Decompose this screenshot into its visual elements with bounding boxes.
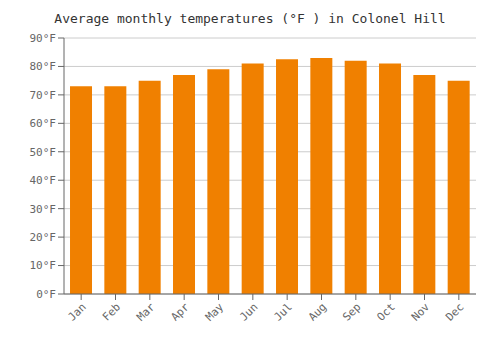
svg-text:70°F: 70°F <box>30 89 57 102</box>
svg-text:Mar: Mar <box>134 300 158 324</box>
svg-text:Nov: Nov <box>409 300 433 324</box>
svg-text:0°F: 0°F <box>36 288 56 301</box>
svg-text:Feb: Feb <box>100 300 123 323</box>
svg-text:Aug: Aug <box>306 300 329 323</box>
svg-text:20°F: 20°F <box>30 231 57 244</box>
svg-text:Jun: Jun <box>237 300 260 323</box>
svg-text:30°F: 30°F <box>30 203 57 216</box>
svg-text:80°F: 80°F <box>30 60 57 73</box>
svg-text:Oct: Oct <box>375 300 398 323</box>
svg-text:10°F: 10°F <box>30 259 57 272</box>
html-text:Average monthly temperatures (: Average monthly temperatures (°F ) in Co… <box>54 11 446 26</box>
svg-text:Sep: Sep <box>340 300 363 323</box>
svg-text:60°F: 60°F <box>30 117 57 130</box>
svg-text:40°F: 40°F <box>30 174 57 187</box>
svg-text:90°F: 90°F <box>30 32 57 45</box>
svg-text:May: May <box>203 300 227 324</box>
svg-text:Dec: Dec <box>443 300 466 323</box>
svg-text:Apr: Apr <box>169 300 193 324</box>
svg-text:50°F: 50°F <box>30 146 57 159</box>
svg-text:Jan: Jan <box>66 300 89 323</box>
svg-text:Jul: Jul <box>272 300 295 323</box>
